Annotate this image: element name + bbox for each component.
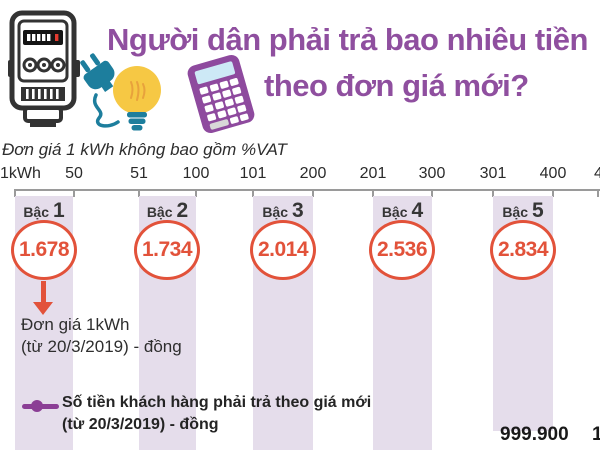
axis-tick-mark bbox=[492, 189, 494, 197]
axis-tick-mark bbox=[552, 189, 554, 197]
axis-tick-mark bbox=[252, 189, 254, 197]
unit-price-note: Đơn giá 1kWh (từ 20/3/2019) - đồng bbox=[21, 314, 182, 358]
tier-prefix: Bậc bbox=[502, 204, 528, 220]
tier-number: 3 bbox=[292, 199, 304, 222]
legend-text: Số tiền khách hàng phải trả theo giá mới… bbox=[62, 392, 371, 436]
tier-label-1: Bậc 1 bbox=[15, 199, 73, 223]
tier-label-3: Bậc 3 bbox=[253, 199, 313, 223]
tier-label-5: Bậc 5 bbox=[493, 199, 553, 223]
axis-tick-mark bbox=[138, 189, 140, 197]
axis-tick-label: 101 bbox=[239, 165, 267, 182]
tier-prefix: Bậc bbox=[146, 204, 173, 220]
axis-tick-mark bbox=[73, 189, 75, 197]
unit-price-circle-1: 1.678 bbox=[11, 220, 77, 280]
down-arrow-icon bbox=[41, 281, 46, 303]
tier-prefix: Bậc bbox=[381, 204, 408, 220]
axis-tick-label: 201 bbox=[359, 165, 387, 182]
calculator-icon bbox=[187, 54, 255, 134]
axis-tick-label: 400 bbox=[539, 165, 567, 182]
down-arrow-head-icon bbox=[33, 302, 53, 315]
axis-tick-mark bbox=[597, 189, 599, 197]
plug-and-lightbulb-icon bbox=[80, 53, 161, 131]
axis-tick-label: 51 bbox=[130, 165, 148, 182]
axis-tick-label: 301 bbox=[479, 165, 507, 182]
electric-meter-icon bbox=[8, 10, 80, 127]
axis-line bbox=[14, 189, 600, 191]
axis-tick-mark bbox=[431, 189, 433, 197]
legend-text-line1: Số tiền khách hàng phải trả theo giá mới bbox=[62, 394, 372, 411]
axis-tick-mark bbox=[195, 189, 197, 197]
page-title-line2: theo đơn giá mới? bbox=[264, 68, 529, 103]
subtitle-vat-note: Đơn giá 1 kWh không bao gồm %VAT bbox=[2, 140, 287, 159]
cumulative-amount-partial: 1 bbox=[592, 424, 600, 445]
axis-tick-label: 300 bbox=[418, 165, 446, 182]
legend-dot-marker-icon bbox=[31, 400, 43, 412]
unit-price-circle-2: 1.734 bbox=[134, 220, 200, 280]
cumulative-amount-label: 999.900 bbox=[500, 424, 569, 445]
tier-number: 1 bbox=[53, 199, 65, 222]
axis-tick-label: 100 bbox=[182, 165, 210, 182]
axis-tick-mark bbox=[14, 189, 16, 197]
tier-label-2: Bậc 2 bbox=[139, 199, 196, 223]
unit-price-note-line2: (từ 20/3/2019) - đồng bbox=[21, 336, 182, 356]
tier-label-4: Bậc 4 bbox=[373, 199, 432, 223]
unit-price-circle-3: 2.014 bbox=[250, 220, 316, 280]
axis-tick-label-partial: 401 bbox=[594, 165, 600, 182]
unit-price-circle-4: 2.536 bbox=[369, 220, 435, 280]
unit-price-note-line1: Đơn giá 1kWh bbox=[21, 315, 130, 334]
legend-text-line2: (từ 20/3/2019) - đồng bbox=[62, 416, 219, 434]
axis-tick-mark bbox=[312, 189, 314, 197]
tier-number: 2 bbox=[176, 199, 189, 222]
unit-price-circle-5: 2.834 bbox=[490, 220, 556, 280]
tier-prefix: Bậc bbox=[262, 204, 288, 220]
page-title-line1: Người dân phải trả bao nhiêu tiền bbox=[107, 22, 588, 57]
tier-prefix: Bậc bbox=[23, 204, 49, 220]
axis-tick-label: 1kWh bbox=[0, 165, 41, 182]
tier-number: 5 bbox=[532, 199, 544, 222]
axis-tick-label: 200 bbox=[299, 165, 327, 182]
tier-number: 4 bbox=[411, 199, 424, 222]
axis-tick-label: 50 bbox=[65, 165, 83, 182]
axis-tick-mark bbox=[372, 189, 374, 197]
